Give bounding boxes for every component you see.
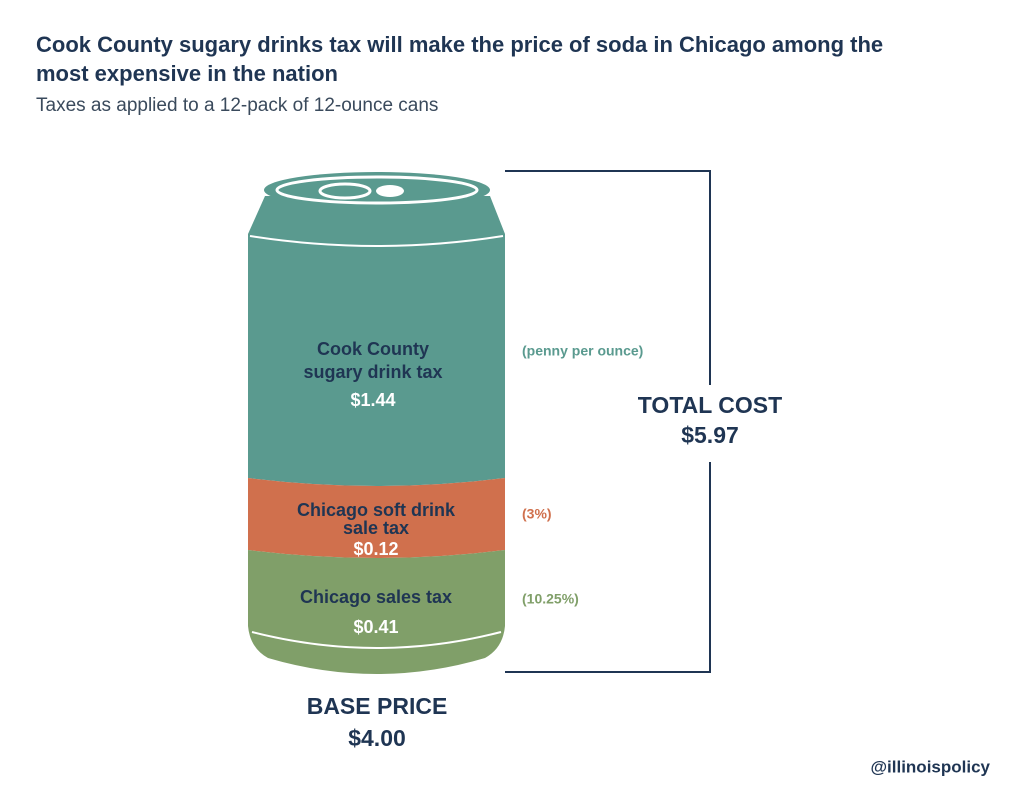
segment-amount: $0.12: [353, 539, 398, 559]
segment-note: (penny per ounce): [522, 343, 643, 359]
can: [248, 172, 505, 674]
total-label: TOTAL COST: [638, 392, 782, 418]
segment-amount: $1.44: [350, 390, 395, 410]
segment-label: Chicago soft drink: [297, 500, 456, 520]
footer-handle: @illinoispolicy: [870, 757, 990, 776]
segment-note: (3%): [522, 506, 552, 522]
segment-amount: $0.41: [353, 617, 398, 637]
total-amount: $5.97: [681, 422, 739, 448]
segment-note: (10.25%): [522, 591, 579, 607]
segment-label: sale tax: [343, 518, 409, 538]
segment-label: Cook County: [317, 339, 429, 359]
segment-label: Chicago sales tax: [300, 587, 452, 607]
title: Cook County sugary drinks tax will make …: [36, 32, 883, 57]
subtitle: Taxes as applied to a 12-pack of 12-ounc…: [36, 95, 438, 116]
segment-label: sugary drink tax: [303, 362, 442, 382]
base-label: BASE PRICE: [307, 693, 448, 719]
title: most expensive in the nation: [36, 61, 338, 86]
total-bracket: [505, 170, 711, 673]
base-amount: $4.00: [348, 725, 406, 751]
